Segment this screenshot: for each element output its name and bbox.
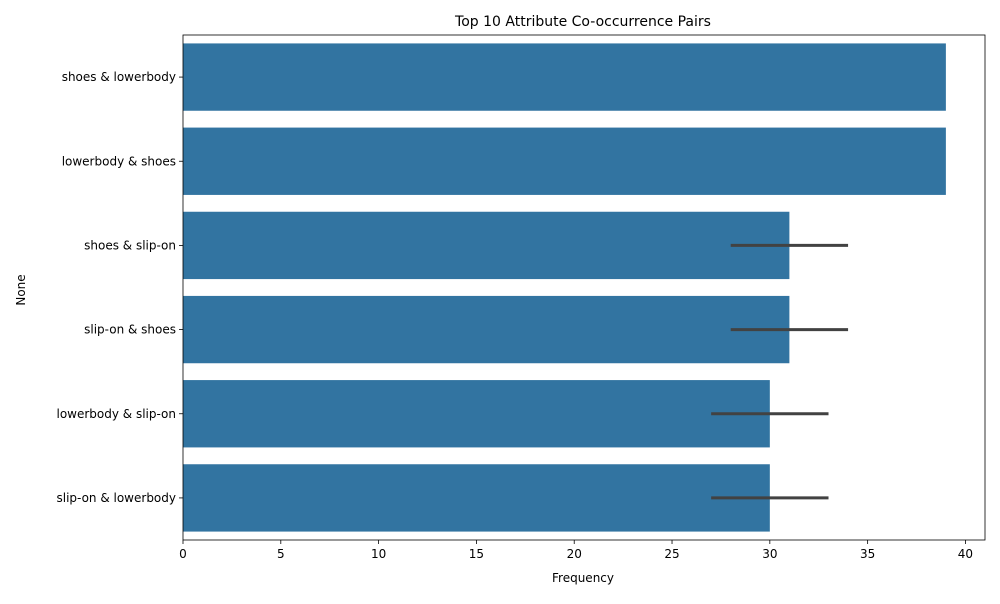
x-tick-label: 15 xyxy=(469,547,484,561)
bar xyxy=(183,464,770,532)
axes-frame xyxy=(182,34,986,541)
x-axis-ticks: 0 5 10 15 20 25 30 35 40 xyxy=(179,540,973,561)
y-tick-label: lowerbody & shoes xyxy=(62,154,176,168)
axes-border xyxy=(182,34,986,541)
y-tick-label: slip-on & shoes xyxy=(84,323,176,337)
y-tick-label: slip-on & lowerbody xyxy=(56,491,176,505)
y-tick-label: shoes & lowerbody xyxy=(62,70,176,84)
bar xyxy=(183,380,770,448)
x-tick-label: 30 xyxy=(762,547,777,561)
bars-group xyxy=(183,43,946,532)
x-axis-label: Frequency xyxy=(552,571,614,585)
error-bars-group xyxy=(711,243,849,500)
bar xyxy=(183,211,790,280)
bar xyxy=(183,43,946,111)
x-tick-label: 25 xyxy=(664,547,679,561)
chart-title: Top 10 Attribute Co-occurrence Pairs xyxy=(454,14,711,30)
y-axis-label: None xyxy=(14,274,28,305)
x-tick-label: 10 xyxy=(371,547,386,561)
x-tick-label: 20 xyxy=(567,547,582,561)
y-tick-label: lowerbody & slip-on xyxy=(56,407,176,421)
bar xyxy=(183,295,790,364)
x-tick-label: 5 xyxy=(277,547,285,561)
x-tick-label: 0 xyxy=(179,547,187,561)
y-axis-ticks: shoes & lowerbody lowerbody & shoes shoes … xyxy=(56,70,183,505)
y-tick-label: shoes & slip-on xyxy=(84,238,176,252)
x-tick-label: 35 xyxy=(860,547,875,561)
bar xyxy=(183,127,946,195)
x-tick-label: 40 xyxy=(958,547,973,561)
